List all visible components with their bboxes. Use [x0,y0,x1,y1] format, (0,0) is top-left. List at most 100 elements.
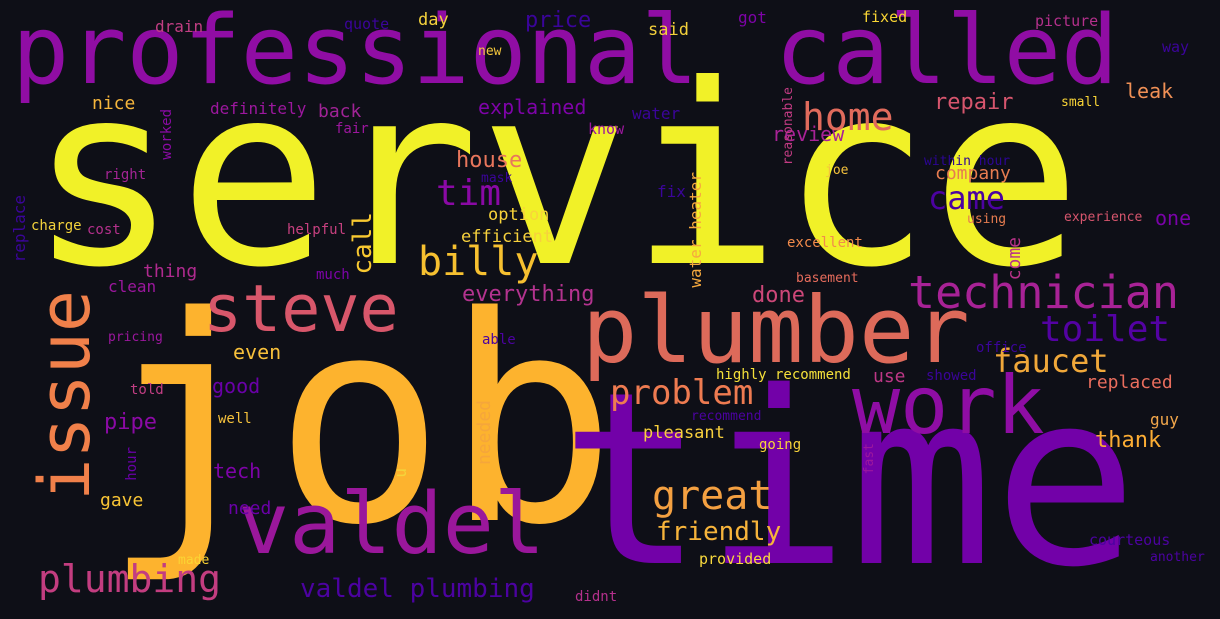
word: small [1061,95,1101,110]
word: fixed [862,8,908,26]
word: made [178,553,210,568]
word: friendly [656,517,782,547]
word: fix [657,182,686,201]
word: thing [143,261,198,282]
word: well [218,411,252,427]
word: didnt [575,589,618,605]
word: right [104,167,147,183]
word: leak [1125,79,1174,103]
word: replaced [1086,372,1173,393]
word: need [228,498,272,519]
word: replace [10,195,29,263]
word: thank [1095,428,1162,453]
word: work [852,359,1045,452]
word: came [928,179,1006,217]
word: efficient [461,227,554,247]
word: use [873,366,906,387]
word: done [752,283,805,308]
word: highly recommend [716,367,851,383]
word: price [525,8,592,33]
word: good [212,374,261,398]
word: know [588,120,625,138]
word: drain [155,17,204,36]
word: technician [908,266,1179,319]
word: pipe [104,410,157,435]
word: steve [203,272,399,347]
word: service [28,31,1082,322]
word: able [482,332,516,348]
word: job [102,256,617,588]
word: one [1155,206,1192,230]
word: tim [436,173,502,214]
word: joe [825,163,849,178]
word: guy [1150,410,1179,429]
word: valdel plumbing [300,574,535,604]
word: toilet [1040,309,1171,350]
word: water [632,104,681,123]
word: provided [699,550,772,568]
word: worked [159,109,175,160]
word: within hour [924,154,1011,169]
word: experience [1064,210,1143,225]
word: billy [418,239,539,285]
word: tech [213,459,262,483]
word: back [318,101,362,122]
word: call [348,212,378,275]
word: come [1004,237,1025,281]
word: professional [12,0,699,106]
word: issue [24,290,106,501]
word: home [802,95,894,139]
word: fast [862,443,877,475]
word: water heater [686,172,705,288]
word: called [775,0,1119,106]
word: recommend [691,409,762,424]
word: told [130,382,164,398]
word: quote [344,15,390,33]
word: u [391,468,410,478]
word: repair [934,90,1014,115]
word: pleasant [643,423,725,443]
word: way [1162,38,1190,56]
word: helpful [287,222,347,238]
word: another [1150,550,1205,565]
word: house [456,148,523,173]
word: going [759,437,802,453]
word: cost [87,222,121,238]
word: courteous [1089,531,1171,549]
word: everything [462,282,595,307]
word: definitely [210,99,307,118]
word: option [488,205,550,225]
word: mask [481,171,513,186]
word: company [935,163,1011,184]
word: faucet [993,342,1109,380]
word: time [560,340,1138,619]
word: excellent [787,235,863,251]
word: needed [474,400,495,466]
word: much [316,267,350,283]
word: even [233,340,282,364]
word: gave [100,490,144,511]
word: reasonable [781,87,796,166]
word: plumber [582,277,970,384]
word: great [652,473,773,519]
word: day [418,10,449,30]
word: office [976,340,1027,356]
word: showed [926,368,977,384]
word: picture [1035,12,1099,30]
word: charge [31,218,82,234]
word: valdel [238,475,546,574]
word: nice [92,93,136,114]
word: problem [610,373,754,413]
word: said [648,20,689,40]
word: got [738,8,767,27]
word: plumbing [38,557,222,601]
word: using [967,212,1007,227]
word: explained [478,95,587,119]
word: clean [108,277,157,296]
word: basement [796,271,859,286]
word: pricing [108,330,163,345]
word: fair [335,121,369,137]
word: hour [124,447,140,481]
word: review [772,122,845,146]
